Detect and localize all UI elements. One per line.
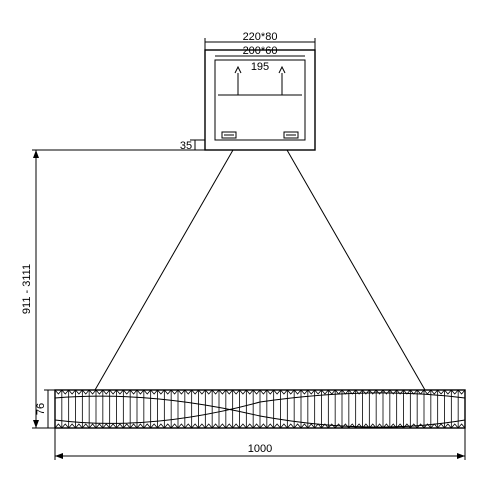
cable-left — [95, 150, 233, 390]
cable-right — [287, 150, 425, 390]
dim-bottom: 1000 — [55, 428, 465, 460]
dim-top3-label: 195 — [251, 61, 269, 73]
dim-top2-label: 200*60 — [243, 45, 278, 57]
dim-height: 911 - 3111 — [21, 150, 205, 428]
dim-bottom-label: 1000 — [248, 443, 272, 455]
pendant-band — [55, 390, 465, 428]
dim-height-label: 911 - 3111 — [21, 264, 33, 314]
dim-band-h-label: 76 — [35, 403, 47, 415]
band-hatching — [55, 390, 465, 428]
dim-top2: 200*60 — [215, 45, 305, 57]
dim-top3: 195 — [251, 61, 269, 73]
dim-top1-label: 220*80 — [243, 31, 278, 43]
drawing: 220*80 200*60 195 35 911 - 3111 76 10 — [0, 0, 500, 500]
